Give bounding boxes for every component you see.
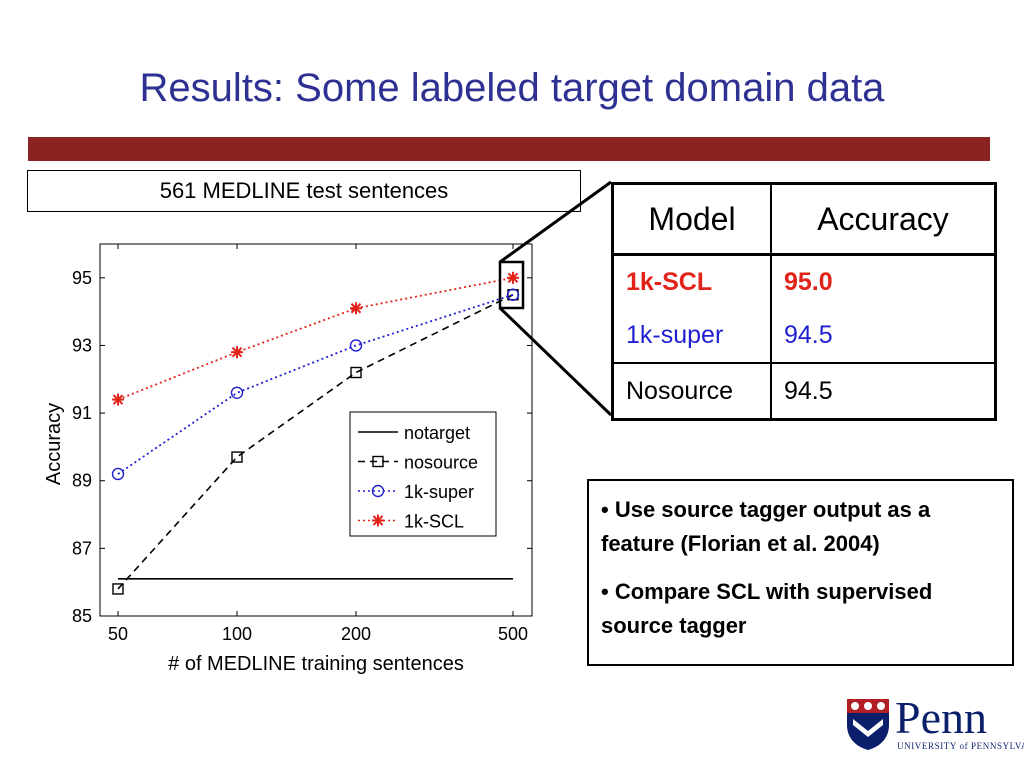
point-1k-super — [230, 386, 244, 399]
penn-logo: Penn UNIVERSITY of PENNSYLVANIA — [845, 692, 1024, 757]
title-divider-bar — [28, 137, 990, 161]
x-tick-label: 50 — [108, 624, 128, 644]
zoom-highlight — [498, 260, 525, 310]
note-item: • Compare SCL with supervised source tag… — [601, 579, 933, 638]
notes-box: • Use source tagger output as a feature … — [587, 479, 1014, 666]
table-row: Nosource 94.5 — [611, 363, 997, 420]
row-accuracy: 94.5 — [770, 363, 997, 420]
logo-wordmark: Penn — [895, 692, 987, 743]
logo-subtitle: UNIVERSITY of PENNSYLVANIA — [897, 741, 1024, 751]
series-line-1k-SCL — [117, 276, 514, 401]
legend-label: 1k-SCL — [404, 512, 464, 532]
x-axis-label: # of MEDLINE training sentences — [168, 653, 464, 675]
point-1k-super — [111, 467, 125, 481]
y-tick-label: 91 — [72, 403, 92, 423]
slide-title: Results: Some labeled target domain data — [139, 66, 885, 110]
legend-label: 1k-super — [404, 482, 474, 502]
table-row: 1k-SCL 95.0 — [611, 254, 997, 308]
point-1k-SCL — [112, 393, 124, 406]
header-model: Model — [611, 183, 772, 256]
series-line-nosource — [117, 294, 514, 590]
legend-marker-nosource — [372, 455, 384, 468]
y-tick-label: 85 — [72, 606, 92, 626]
point-1k-super — [349, 339, 363, 352]
table-row: 1k-super 94.5 — [611, 308, 997, 364]
row-accuracy: 94.5 — [770, 308, 997, 364]
legend-label: notarget — [404, 423, 470, 443]
row-model: 1k-SCL — [611, 254, 772, 308]
header-accuracy: Accuracy — [770, 183, 997, 256]
point-1k-SCL — [350, 302, 362, 315]
x-tick-label: 200 — [341, 624, 371, 644]
zoom-connector — [499, 180, 612, 264]
point-nosource — [112, 583, 124, 595]
row-accuracy: 95.0 — [770, 254, 997, 308]
legend-marker-1k-SCL — [372, 514, 384, 527]
legend-label: nosource — [404, 453, 478, 473]
x-tick-label: 100 — [222, 624, 252, 644]
y-axis-label: Accuracy — [43, 403, 65, 485]
table-header-row: Model Accuracy — [611, 183, 997, 256]
zoom-connector — [498, 306, 613, 417]
chart-heading: 561 MEDLINE test sentences — [27, 170, 581, 212]
note-item: • Use source tagger output as a feature … — [601, 497, 931, 556]
results-table: Model Accuracy 1k-SCL 95.0 1k-super 94.5… — [611, 182, 997, 421]
plot-area — [99, 243, 533, 617]
y-tick-label: 89 — [72, 471, 92, 491]
point-nosource — [231, 451, 243, 463]
legend-marker-1k-super — [371, 484, 385, 498]
point-1k-super — [506, 288, 520, 301]
penn-shield-icon — [847, 699, 889, 750]
point-nosource — [350, 366, 362, 379]
y-tick-label: 93 — [72, 335, 92, 355]
x-tick-label: 500 — [498, 624, 528, 644]
point-1k-SCL — [507, 271, 519, 284]
row-model: 1k-super — [611, 308, 772, 364]
point-1k-SCL — [231, 346, 243, 359]
row-model: Nosource — [611, 363, 772, 420]
y-tick-label: 95 — [72, 268, 92, 288]
y-tick-label: 87 — [72, 538, 92, 558]
